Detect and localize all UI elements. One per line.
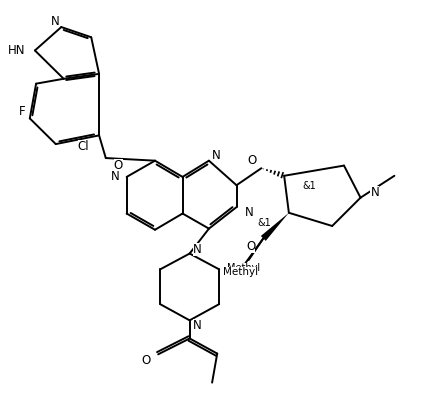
Text: O: O	[247, 154, 256, 167]
Text: Methyl: Methyl	[223, 267, 258, 277]
Text: N: N	[193, 243, 201, 256]
Polygon shape	[261, 213, 289, 241]
Text: N: N	[193, 319, 201, 332]
Text: O: O	[141, 354, 150, 367]
Text: N: N	[245, 206, 253, 219]
Text: N: N	[212, 149, 221, 162]
Text: &1: &1	[302, 181, 316, 191]
Text: O: O	[246, 240, 255, 253]
Text: F: F	[19, 105, 25, 118]
Text: O: O	[114, 160, 123, 173]
Text: N: N	[371, 186, 379, 199]
Text: N: N	[51, 15, 59, 28]
Text: &1: &1	[257, 218, 271, 228]
Text: Methyl: Methyl	[227, 263, 260, 273]
Text: N: N	[111, 171, 120, 184]
Text: Cl: Cl	[78, 140, 89, 153]
Text: HN: HN	[7, 44, 25, 57]
